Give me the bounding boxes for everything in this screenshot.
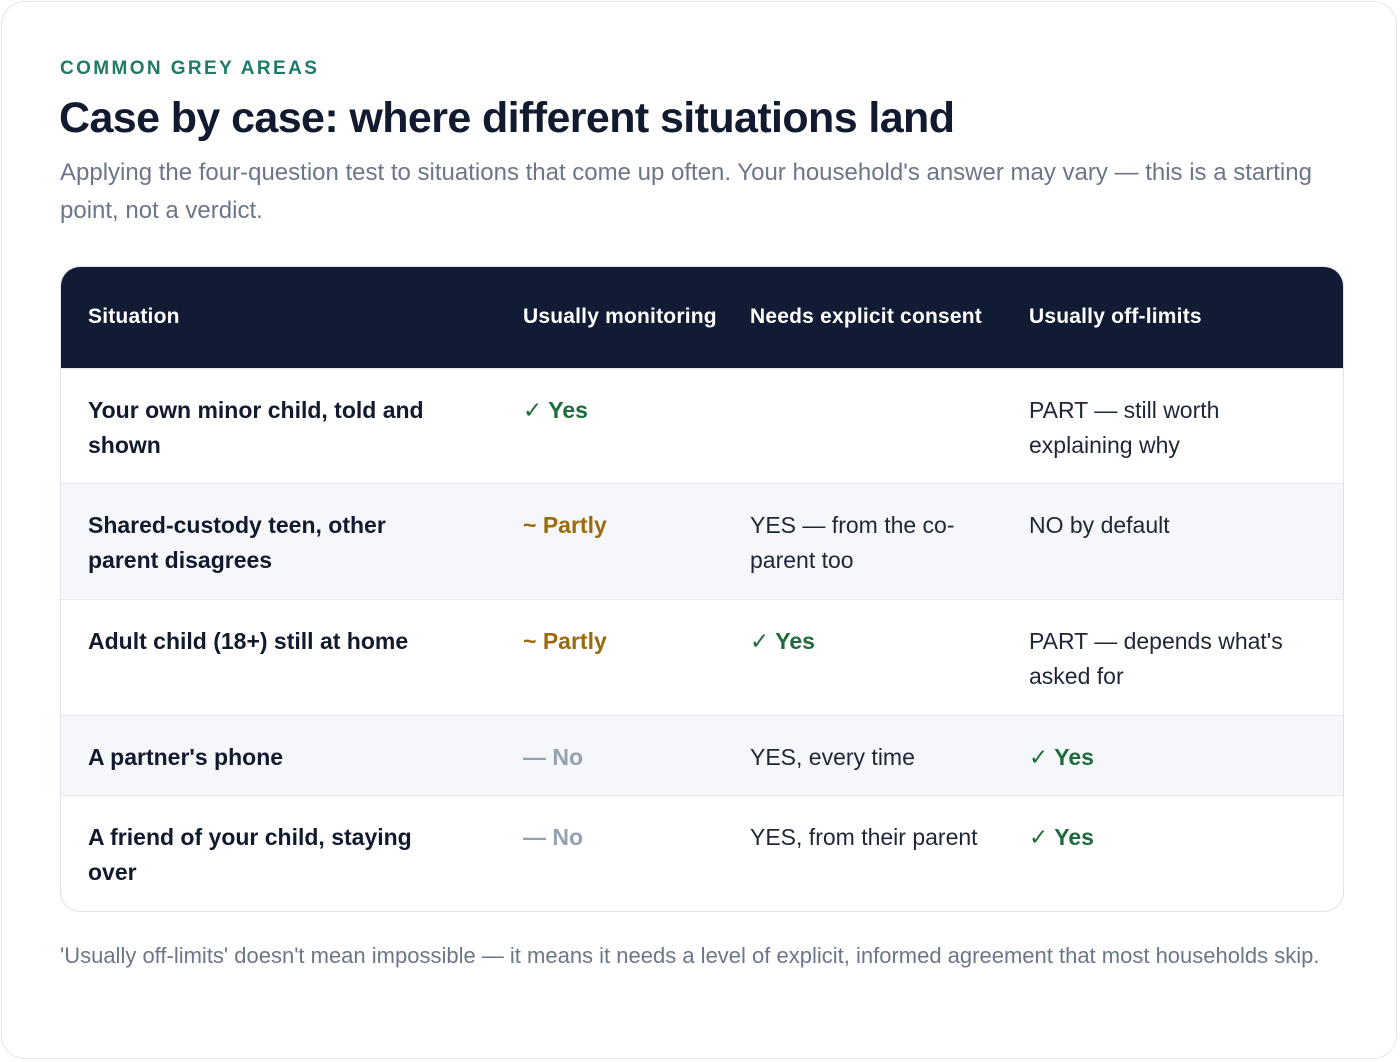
off-limits-cell: NO by default [1029, 511, 1170, 538]
column-header-off-limits: Usually off-limits [1029, 305, 1202, 329]
footnote: 'Usually off-limits' doesn't mean imposs… [60, 943, 1320, 968]
page-title: Case by case: where different situations… [59, 94, 955, 142]
consent-cell: YES — from the co-parent too [750, 511, 955, 573]
table-row: Your own minor child, told and shown ✓ Y… [61, 368, 1343, 483]
table-row: A friend of your child, staying over — N… [61, 795, 1343, 911]
page-subtitle: Applying the four-question test to situa… [60, 159, 1312, 224]
monitoring-cell: ~ Partly [523, 511, 607, 538]
situation-cell: Your own minor child, told and shown [88, 396, 424, 458]
table-header-row: Situation Usually monitoring Needs expli… [61, 267, 1343, 368]
monitoring-cell: — No [523, 823, 584, 850]
situation-cell: A partner's phone [88, 743, 284, 770]
consent-cell: YES, from their parent [750, 823, 978, 850]
consent-cell: ✓ Yes [750, 627, 815, 654]
column-header-situation: Situation [88, 305, 180, 329]
situations-table: Situation Usually monitoring Needs expli… [60, 266, 1344, 912]
situation-cell: A friend of your child, staying over [88, 823, 412, 885]
off-limits-cell: ✓ Yes [1029, 743, 1094, 770]
table-row: Shared-custody teen, other parent disagr… [61, 483, 1343, 599]
monitoring-cell: — No [523, 743, 584, 770]
situation-cell: Shared-custody teen, other parent disagr… [88, 511, 386, 573]
table-row: Adult child (18+) still at home ~ Partly… [61, 599, 1343, 715]
section-eyebrow: COMMON GREY AREAS [60, 58, 320, 79]
table-row: A partner's phone — No YES, every time ✓… [61, 715, 1343, 795]
column-header-consent: Needs explicit consent [750, 305, 982, 329]
column-header-monitoring: Usually monitoring [523, 305, 717, 329]
off-limits-cell: ✓ Yes [1029, 823, 1094, 850]
monitoring-cell: ✓ Yes [523, 396, 588, 423]
monitoring-cell: ~ Partly [523, 627, 607, 654]
off-limits-cell: PART — still worth explaining why [1029, 396, 1220, 458]
consent-cell [729, 368, 1019, 483]
situation-cell: Adult child (18+) still at home [88, 627, 409, 654]
off-limits-cell: PART — depends what's asked for [1029, 627, 1283, 689]
consent-cell: YES, every time [750, 743, 915, 770]
